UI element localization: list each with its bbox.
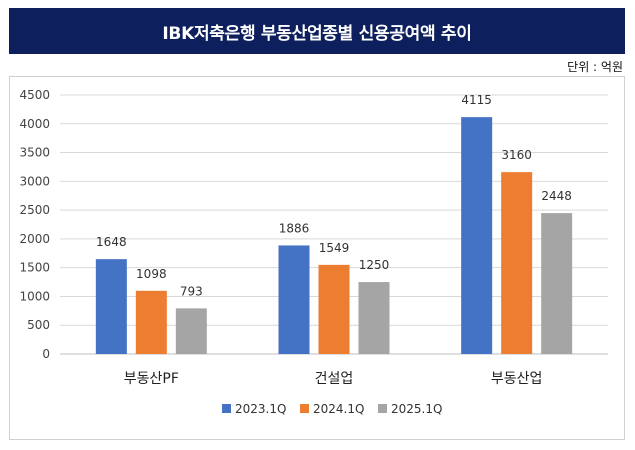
bar bbox=[461, 117, 493, 354]
chart-title-bar: IBK저축은행 부동산업종별 신용공여액 추이 bbox=[9, 8, 625, 54]
x-category-label: 부동산업 bbox=[491, 371, 543, 387]
bar bbox=[358, 282, 390, 354]
y-tick-label: 3500 bbox=[19, 146, 50, 160]
bar bbox=[175, 308, 207, 354]
y-tick-label: 2500 bbox=[19, 203, 50, 217]
y-tick-label: 4000 bbox=[19, 117, 50, 131]
data-label: 2448 bbox=[541, 189, 572, 203]
data-label: 1549 bbox=[319, 241, 350, 255]
y-tick-label: 2000 bbox=[19, 232, 50, 246]
legend-swatch bbox=[378, 404, 387, 413]
x-category-label: 부동산PF bbox=[124, 371, 179, 387]
bar bbox=[278, 245, 310, 354]
data-label: 1098 bbox=[136, 267, 167, 281]
data-label: 1250 bbox=[359, 258, 390, 272]
bar bbox=[501, 172, 533, 354]
bar bbox=[541, 213, 573, 354]
legend-swatch bbox=[300, 404, 309, 413]
y-tick-label: 500 bbox=[27, 318, 50, 332]
y-tick-label: 0 bbox=[42, 347, 50, 361]
legend-swatch bbox=[222, 404, 231, 413]
data-label: 793 bbox=[180, 284, 203, 298]
legend-label: 2023.1Q bbox=[235, 402, 286, 416]
y-tick-label: 3000 bbox=[19, 174, 50, 188]
y-tick-label: 1000 bbox=[19, 289, 50, 303]
y-tick-label: 1500 bbox=[19, 261, 50, 275]
unit-label: 단위 : 억원 bbox=[567, 60, 623, 74]
bar bbox=[95, 259, 127, 354]
legend-label: 2025.1Q bbox=[391, 402, 442, 416]
chart-title: IBK저축은행 부동산업종별 신용공여액 추이 bbox=[162, 23, 472, 44]
x-category-label: 건설업 bbox=[315, 371, 354, 387]
bar bbox=[318, 264, 350, 354]
data-label: 3160 bbox=[501, 148, 532, 162]
bar bbox=[135, 290, 167, 354]
data-label: 4115 bbox=[461, 93, 492, 107]
legend-label: 2024.1Q bbox=[313, 402, 364, 416]
data-label: 1648 bbox=[96, 235, 127, 249]
y-tick-label: 4500 bbox=[19, 88, 50, 102]
data-label: 1886 bbox=[279, 221, 310, 235]
